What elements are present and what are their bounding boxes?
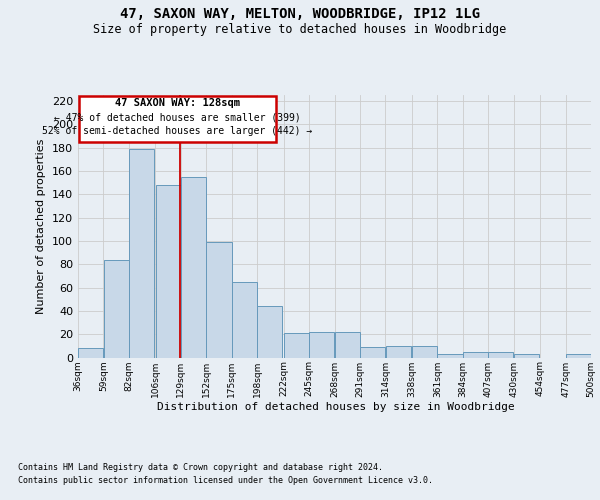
Bar [335,332,360,357]
Text: 47, SAXON WAY, MELTON, WOODBRIDGE, IP12 1LG: 47, SAXON WAY, MELTON, WOODBRIDGE, IP12 … [120,8,480,22]
Text: Contains HM Land Registry data © Crown copyright and database right 2024.: Contains HM Land Registry data © Crown c… [18,462,383,471]
Bar [104,260,128,358]
Bar [514,354,539,358]
Bar [129,148,154,358]
Text: 47 SAXON WAY: 128sqm: 47 SAXON WAY: 128sqm [115,98,240,108]
Bar [155,185,181,358]
FancyBboxPatch shape [79,96,276,142]
Bar [360,347,385,358]
Bar [386,346,410,358]
Bar [232,282,257,358]
Bar [488,352,514,358]
Bar [566,354,591,358]
Text: ← 47% of detached houses are smaller (399): ← 47% of detached houses are smaller (39… [54,112,301,122]
Text: 52% of semi-detached houses are larger (442) →: 52% of semi-detached houses are larger (… [43,126,313,136]
Bar [437,354,463,358]
Bar [284,333,309,357]
Text: Contains public sector information licensed under the Open Government Licence v3: Contains public sector information licen… [18,476,433,485]
Bar [206,242,232,358]
Text: Distribution of detached houses by size in Woodbridge: Distribution of detached houses by size … [157,402,515,412]
Bar [463,352,488,358]
Bar [309,332,334,357]
Bar [78,348,103,358]
Bar [181,176,206,358]
Bar [412,346,437,358]
Y-axis label: Number of detached properties: Number of detached properties [37,138,46,314]
Text: Size of property relative to detached houses in Woodbridge: Size of property relative to detached ho… [94,24,506,36]
Bar [257,306,283,358]
